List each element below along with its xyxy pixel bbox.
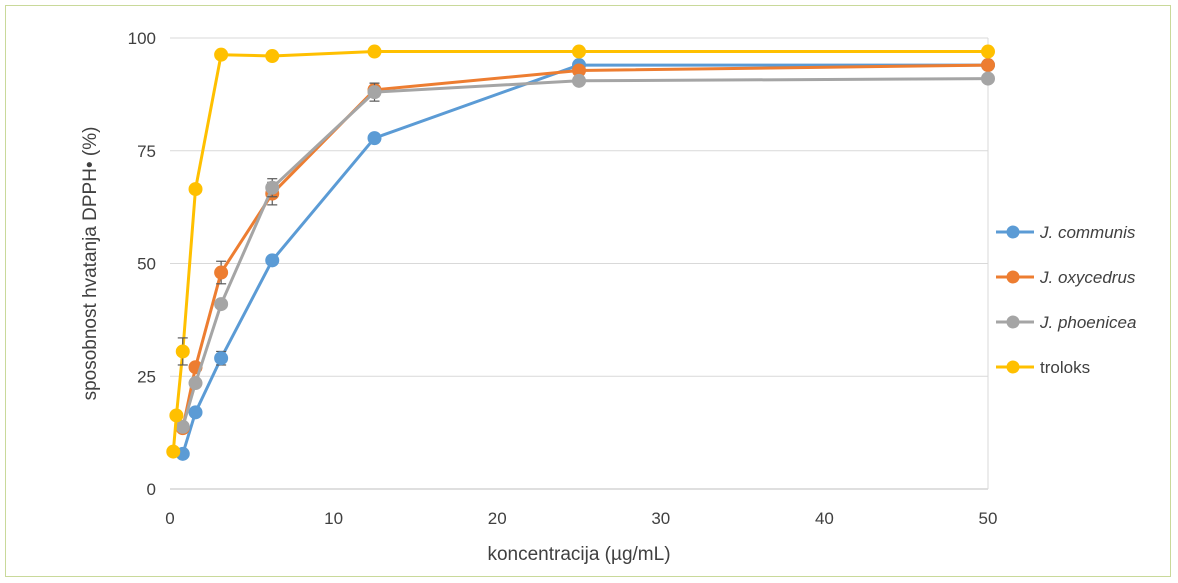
data-point <box>188 182 203 197</box>
data-point <box>367 85 382 100</box>
data-point <box>367 44 382 59</box>
legend-marker <box>1006 270 1020 284</box>
legend-label: J. phoenicea <box>1039 313 1136 332</box>
legend-item-0: J. communis <box>996 223 1136 242</box>
y-tick-label: 0 <box>147 480 156 499</box>
data-point <box>166 444 181 459</box>
data-point <box>214 297 229 312</box>
x-tick-label: 40 <box>815 509 834 528</box>
y-axis-title: sposobnost hvatanja DPPH• (%) <box>80 127 101 401</box>
x-axis-title: koncentracija (µg/mL) <box>487 544 670 565</box>
legend-marker <box>1006 225 1020 239</box>
data-point <box>981 71 995 86</box>
legend-marker <box>1006 360 1020 374</box>
legend-marker <box>1006 315 1020 329</box>
data-point <box>214 351 229 366</box>
series-line <box>181 63 989 429</box>
legend-item-3: troloks <box>996 358 1090 377</box>
series-layer <box>166 44 995 461</box>
data-point <box>214 265 229 280</box>
data-point <box>367 131 382 146</box>
data-point <box>214 47 229 62</box>
gridlines <box>170 37 988 377</box>
chart-frame <box>5 5 1171 577</box>
x-tick-label: 20 <box>488 509 507 528</box>
series-1 <box>175 58 995 436</box>
x-tick-label: 10 <box>324 509 343 528</box>
data-point <box>175 344 190 359</box>
data-point <box>981 58 995 73</box>
series-0 <box>175 58 995 461</box>
x-tick-label: 50 <box>979 509 998 528</box>
y-tick-label: 25 <box>137 367 156 386</box>
data-point <box>572 73 586 88</box>
data-point <box>572 44 586 59</box>
x-tick-label: 0 <box>165 509 174 528</box>
axes: 0 25 50 75 100 0 10 20 30 40 50 <box>128 29 998 528</box>
legend-label: J. oxycedrus <box>1039 268 1136 287</box>
legend-label: troloks <box>1040 358 1090 377</box>
data-point <box>265 49 280 64</box>
data-point <box>188 376 203 391</box>
y-tick-label: 50 <box>137 255 156 274</box>
series-2 <box>175 71 995 434</box>
legend-label: J. communis <box>1039 223 1136 242</box>
series-line <box>171 50 988 452</box>
legend: J. communis J. oxycedrus J. phoenicea trolo… <box>996 223 1136 377</box>
data-point <box>265 180 280 195</box>
series-line <box>181 63 988 455</box>
data-point <box>981 44 995 59</box>
legend-item-2: J. phoenicea <box>996 313 1136 332</box>
data-point <box>188 405 203 420</box>
series-line <box>181 77 989 428</box>
data-point <box>265 253 280 268</box>
y-tick-label: 75 <box>137 142 156 161</box>
data-point <box>169 408 184 423</box>
series-3 <box>166 44 995 459</box>
legend-item-1: J. oxycedrus <box>996 268 1136 287</box>
y-tick-label: 100 <box>128 29 156 48</box>
x-tick-label: 30 <box>651 509 670 528</box>
